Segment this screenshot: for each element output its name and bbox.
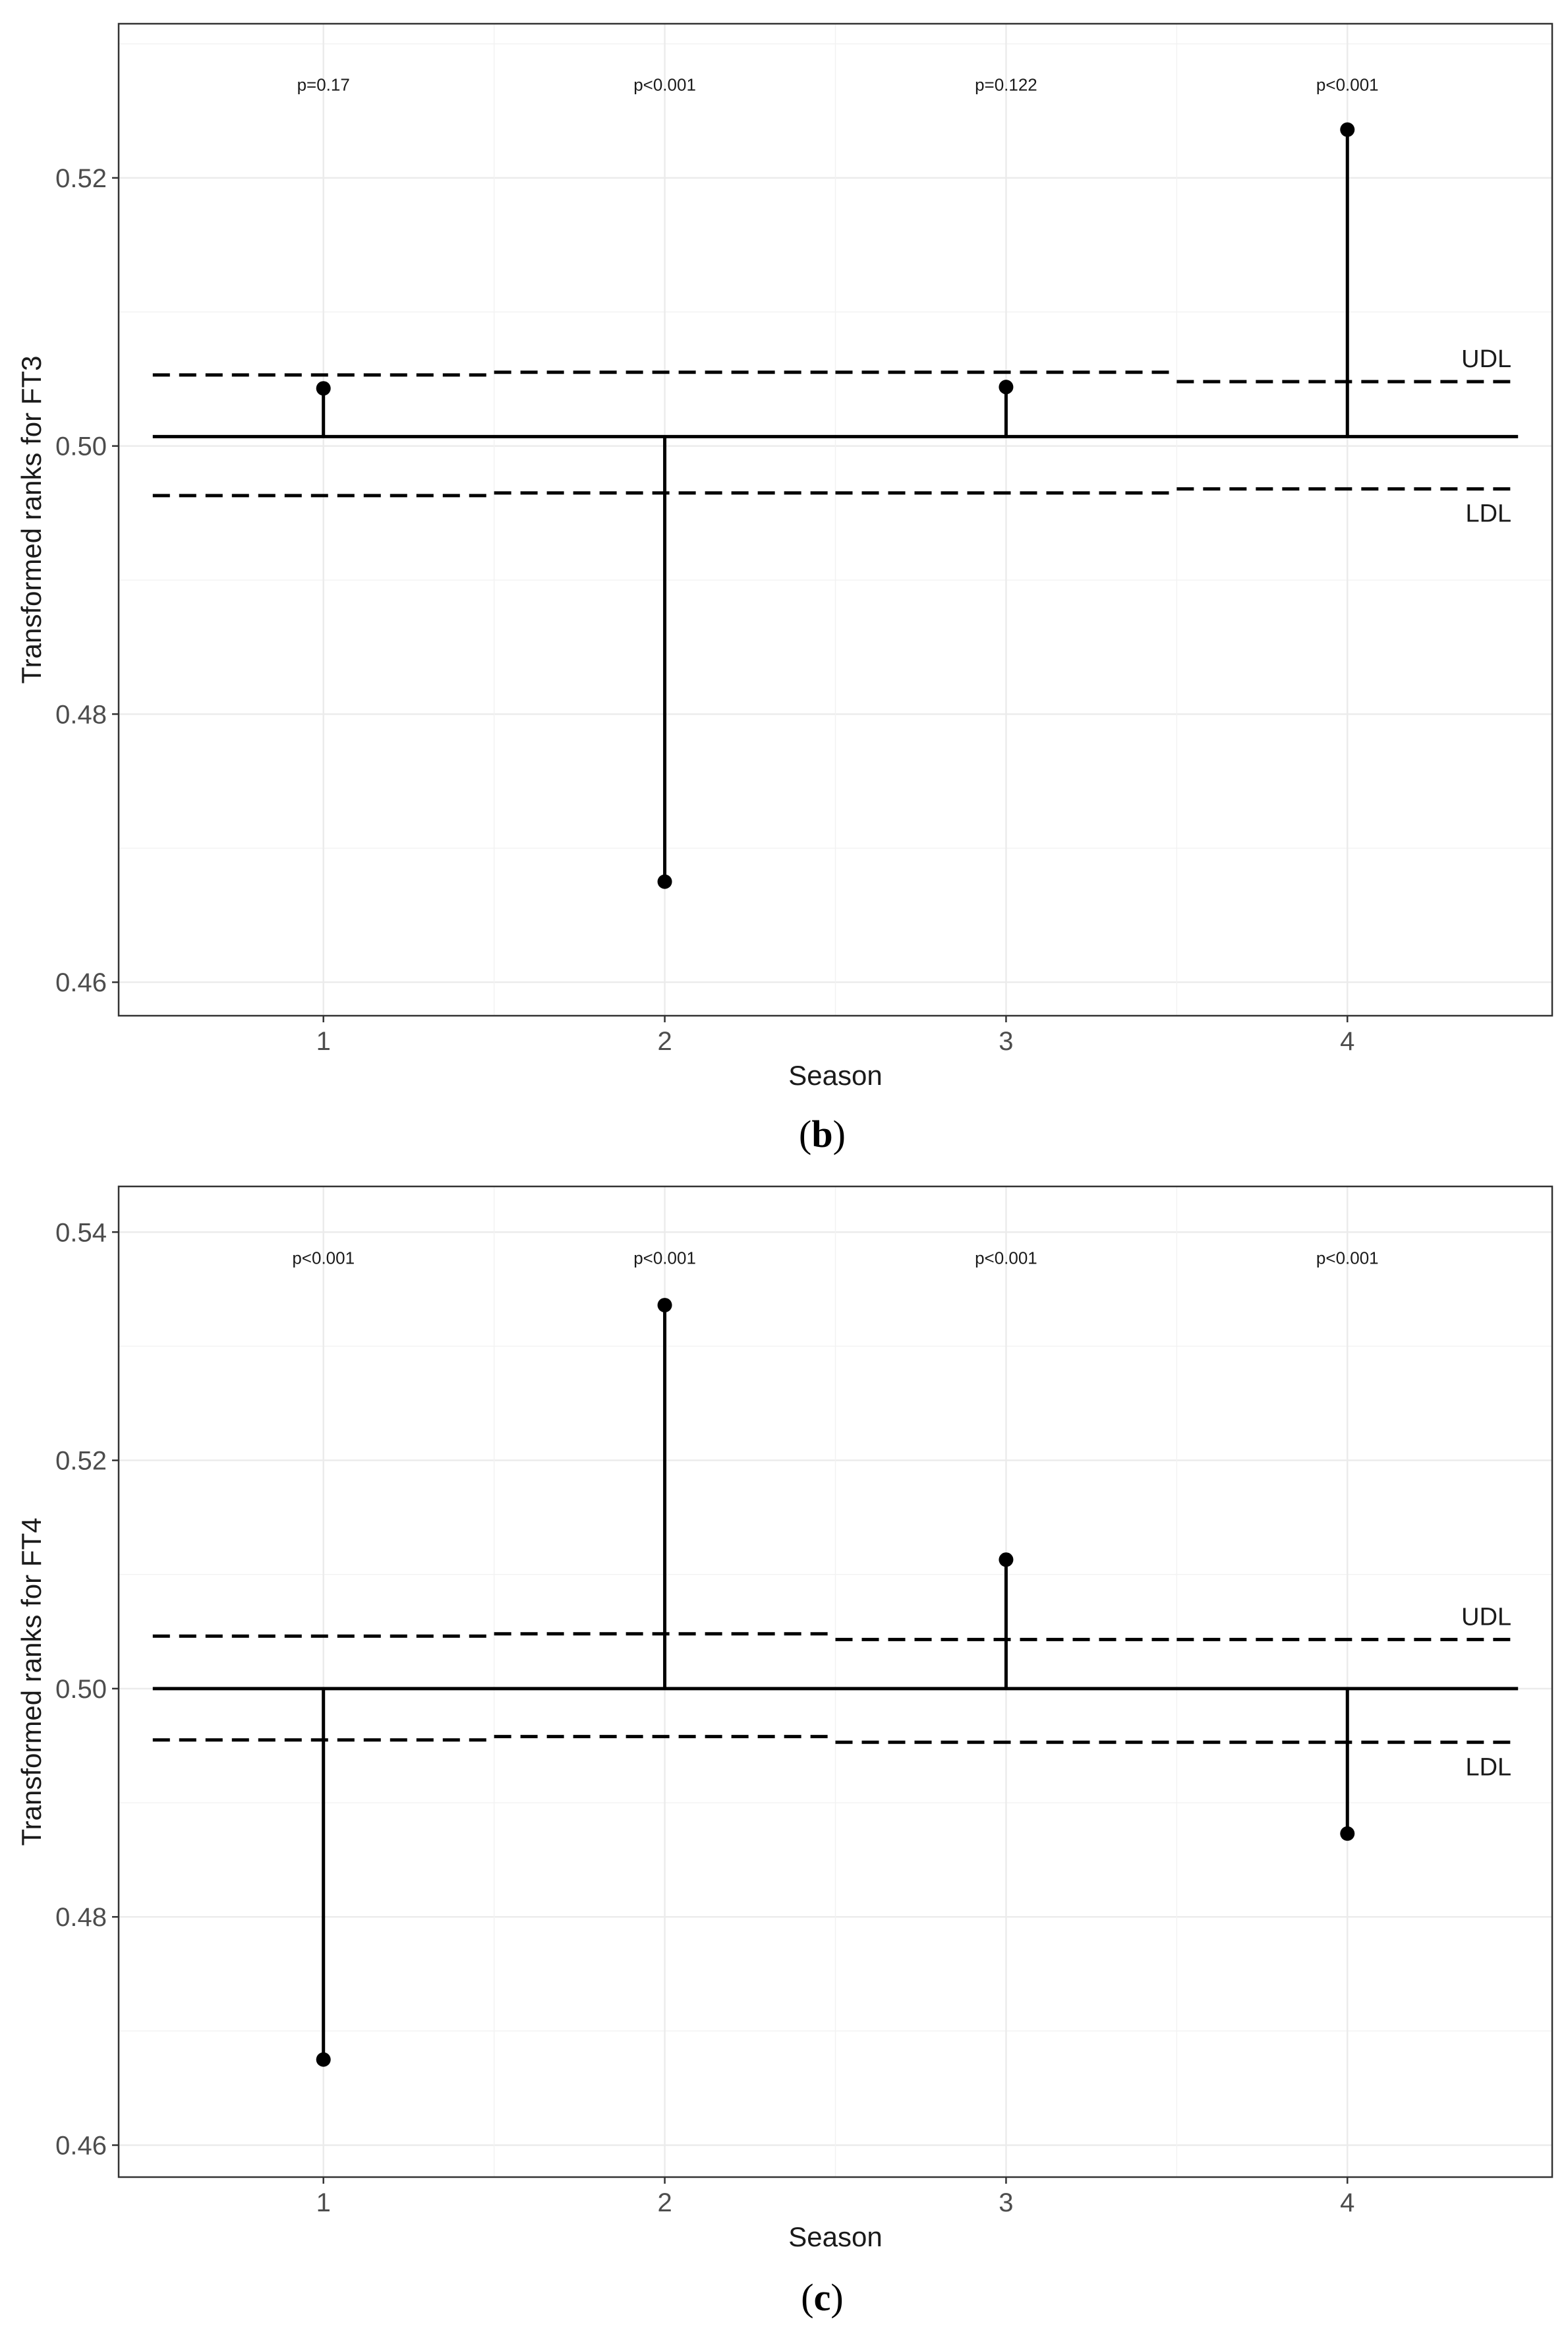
ldl-label: LDL bbox=[1465, 1753, 1511, 1781]
udl-label: UDL bbox=[1461, 345, 1511, 373]
data-point bbox=[657, 1298, 672, 1313]
p-value-label: p<0.001 bbox=[292, 1248, 355, 1268]
y-tick-label: 0.52 bbox=[55, 164, 107, 193]
chart-panel-c: p<0.001 p<0.001 p<0.001 p<0.001 UDL LDL 0.46 0.… bbox=[16, 1185, 1553, 2319]
p-value-label: p<0.001 bbox=[633, 1248, 696, 1268]
y-tick-label: 0.48 bbox=[55, 1903, 107, 1932]
data-points: p<0.001 p<0.001 p<0.001 p<0.001 bbox=[292, 1248, 1379, 2067]
p-value-label: p<0.001 bbox=[975, 1248, 1037, 1268]
chart-panel-b: p=0.17 p<0.001 p=0.122 p<0.001 UDL LDL 0.46 0.4… bbox=[16, 22, 1553, 1155]
y-tick-label: 0.50 bbox=[55, 432, 107, 461]
p-value-label: p=0.122 bbox=[975, 75, 1037, 95]
x-tick-label: 3 bbox=[999, 1027, 1013, 1056]
p-value-label: p<0.001 bbox=[1316, 1248, 1379, 1268]
p-value-label: p<0.001 bbox=[1316, 75, 1379, 95]
x-tick-label: 1 bbox=[316, 2188, 331, 2217]
data-point bbox=[1340, 1826, 1355, 1841]
p-value-label: p=0.17 bbox=[297, 75, 350, 95]
panel-border bbox=[117, 1185, 1553, 2178]
y-tick-label: 0.48 bbox=[55, 700, 107, 729]
udl-label: UDL bbox=[1461, 1603, 1511, 1631]
data-point bbox=[657, 874, 672, 889]
y-tick-label: 0.46 bbox=[55, 968, 107, 997]
y-tick-label: 0.54 bbox=[55, 1218, 107, 1247]
x-tick-label: 3 bbox=[999, 2188, 1013, 2217]
panel-label: (b) bbox=[799, 1113, 846, 1155]
x-tick-label: 2 bbox=[657, 2188, 672, 2217]
y-axis-title: Transformed ranks for FT4 bbox=[16, 1518, 47, 1846]
data-points: p=0.17 p<0.001 p=0.122 p<0.001 bbox=[297, 75, 1379, 889]
data-point bbox=[999, 380, 1014, 395]
data-point bbox=[316, 2052, 331, 2067]
y-tick-label: 0.50 bbox=[55, 1675, 107, 1704]
x-tick-label: 2 bbox=[657, 1027, 672, 1056]
data-point bbox=[316, 381, 331, 396]
y-tick-label: 0.52 bbox=[55, 1447, 107, 1476]
x-axis-title: Season bbox=[788, 1060, 882, 1091]
x-tick-label: 1 bbox=[316, 1027, 331, 1056]
x-axis-title: Season bbox=[788, 2221, 882, 2252]
panel-label: (c) bbox=[801, 2276, 843, 2319]
p-value-label: p<0.001 bbox=[633, 75, 696, 95]
y-axis-title: Transformed ranks for FT3 bbox=[16, 356, 47, 684]
data-point bbox=[1340, 122, 1355, 137]
ldl-label: LDL bbox=[1465, 500, 1511, 528]
x-tick-label: 4 bbox=[1340, 1027, 1354, 1056]
x-tick-label: 4 bbox=[1340, 2188, 1354, 2217]
panel-border bbox=[117, 22, 1553, 1017]
data-point bbox=[999, 1552, 1014, 1567]
y-tick-label: 0.46 bbox=[55, 2132, 107, 2161]
